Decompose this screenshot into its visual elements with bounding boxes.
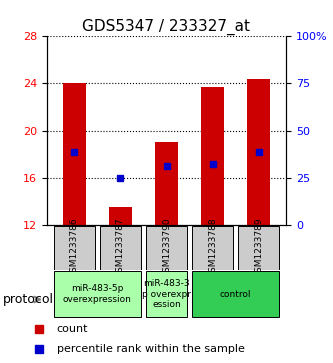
Text: control: control xyxy=(220,290,251,298)
FancyBboxPatch shape xyxy=(146,272,187,317)
Text: GSM1233786: GSM1233786 xyxy=(70,217,79,278)
FancyBboxPatch shape xyxy=(54,226,95,269)
Title: GDS5347 / 233327_at: GDS5347 / 233327_at xyxy=(83,19,250,35)
Text: GSM1233790: GSM1233790 xyxy=(162,217,171,278)
FancyBboxPatch shape xyxy=(238,226,279,269)
Text: GSM1233787: GSM1233787 xyxy=(116,217,125,278)
Text: miR-483-5p
overexpression: miR-483-5p overexpression xyxy=(63,284,132,304)
Text: count: count xyxy=(57,325,88,334)
FancyBboxPatch shape xyxy=(100,226,141,269)
FancyBboxPatch shape xyxy=(192,226,233,269)
Text: GSM1233788: GSM1233788 xyxy=(208,217,217,278)
Bar xyxy=(201,87,224,225)
FancyBboxPatch shape xyxy=(54,272,141,317)
FancyBboxPatch shape xyxy=(192,272,279,317)
Text: protocol: protocol xyxy=(3,293,54,306)
FancyBboxPatch shape xyxy=(146,226,187,269)
Bar xyxy=(155,143,178,225)
Bar xyxy=(63,83,86,225)
Text: GSM1233789: GSM1233789 xyxy=(254,217,263,278)
Bar xyxy=(247,79,270,225)
Text: miR-483-3
p overexpr
ession: miR-483-3 p overexpr ession xyxy=(142,279,191,309)
Text: percentile rank within the sample: percentile rank within the sample xyxy=(57,344,244,354)
Bar xyxy=(109,207,132,225)
